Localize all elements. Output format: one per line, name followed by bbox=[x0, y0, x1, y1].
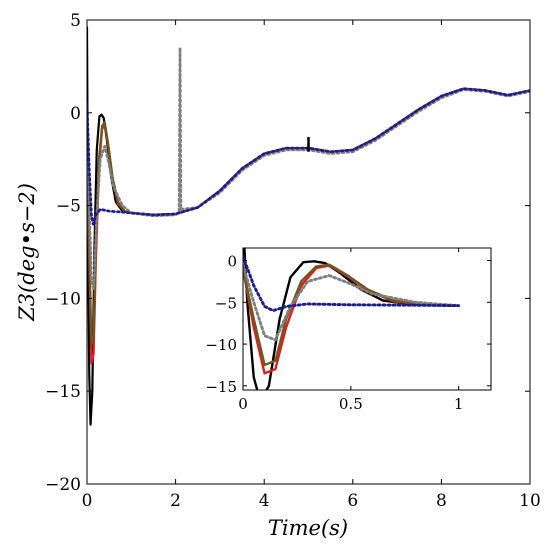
main-axis-ticks: 0 2 4 6 8 10−20−15−10−505 bbox=[45, 11, 541, 511]
y-axis-label: Z3(deg•s−2) bbox=[15, 183, 39, 322]
inset-series-line-5 bbox=[243, 254, 461, 313]
inset-plot-area bbox=[243, 248, 491, 390]
inset-y-tick-label: −5 bbox=[215, 294, 237, 312]
inset-x-tick-label: 0.5 bbox=[339, 395, 363, 413]
main-x-tick-label: 6 bbox=[347, 491, 358, 511]
x-axis-label: Time(s) bbox=[268, 516, 348, 540]
inset-y-tick-label: −15 bbox=[205, 378, 237, 396]
main-y-tick-label: −5 bbox=[56, 197, 81, 217]
inset-series-line-4 bbox=[243, 263, 461, 342]
main-series-line-5 bbox=[87, 87, 530, 226]
main-y-tick-label: −10 bbox=[45, 289, 81, 309]
main-x-tick-label: 4 bbox=[259, 491, 270, 511]
main-x-tick-label: 0 bbox=[82, 491, 93, 511]
main-x-tick-label: 2 bbox=[170, 491, 181, 511]
main-x-tick-label: 8 bbox=[436, 491, 447, 511]
inset-frame bbox=[242, 247, 492, 391]
inset-series-group bbox=[243, 248, 461, 390]
inset-series-line-1 bbox=[243, 248, 460, 390]
inset-x-tick-label: 0 bbox=[238, 395, 248, 413]
main-x-tick-label: 10 bbox=[519, 491, 541, 511]
main-series-group bbox=[87, 26, 530, 426]
inset-axis-ticks: 0 0.5 1 0 −5 −10 −15 bbox=[205, 248, 491, 413]
main-y-tick-label: −15 bbox=[45, 382, 81, 402]
main-y-tick-label: −20 bbox=[45, 475, 81, 495]
inset-y-tick-label: 0 bbox=[227, 253, 237, 271]
inset-y-tick-label: −10 bbox=[205, 336, 237, 354]
inset-series-line-3 bbox=[243, 263, 460, 367]
inset-x-tick-label: 1 bbox=[454, 395, 464, 413]
main-series-line-4 bbox=[87, 46, 530, 291]
main-y-tick-label: 0 bbox=[70, 104, 81, 124]
main-y-tick-label: 5 bbox=[70, 11, 81, 31]
plot-frame bbox=[86, 19, 531, 485]
